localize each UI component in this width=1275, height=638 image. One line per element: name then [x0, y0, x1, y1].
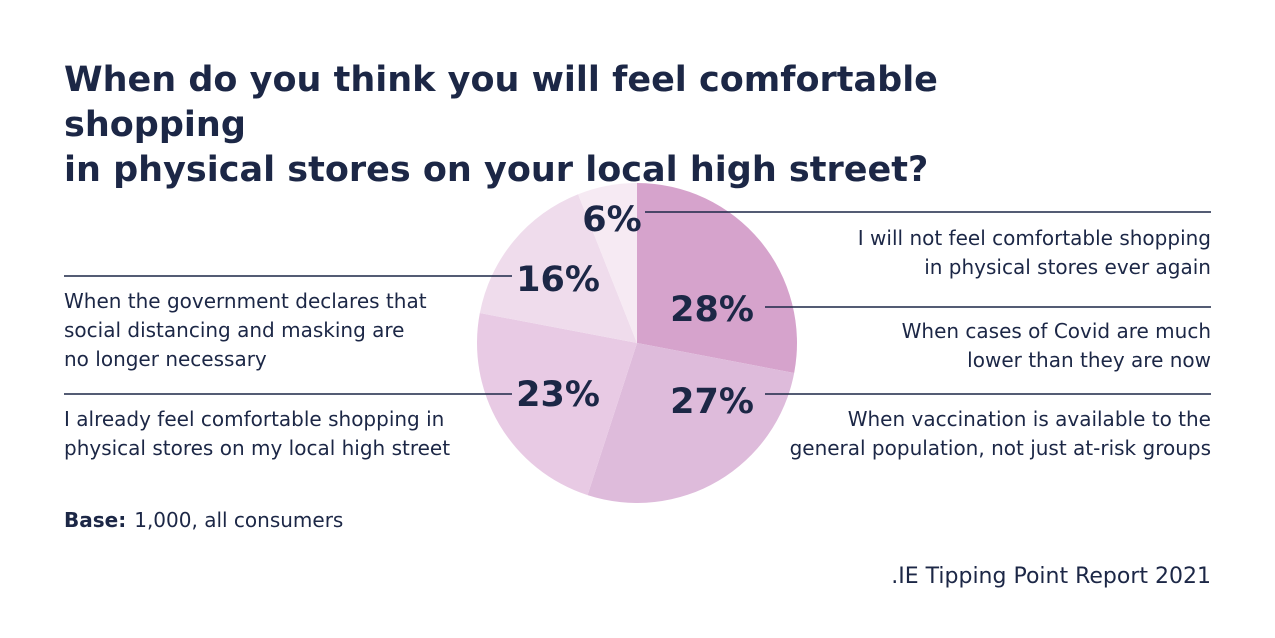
- slice-label-6: When the government declares that social…: [64, 287, 427, 374]
- slice-label-16-line-2: physical stores on my local high street: [64, 436, 451, 460]
- value-label-6: 6%: [582, 200, 641, 240]
- value-label-27: 27%: [670, 382, 754, 422]
- slice-label-27: When cases of Covid are much lower than …: [902, 317, 1211, 375]
- pie-slice-6: [578, 183, 637, 343]
- slice-label-28: I will not feel comfortable shopping in …: [858, 224, 1211, 282]
- pie-slice-16: [479, 194, 637, 343]
- value-label-28: 28%: [670, 290, 754, 330]
- pie-slice-28: [637, 183, 797, 373]
- title-line-2: in physical stores on your local high st…: [64, 150, 929, 190]
- title-line-1: When do you think you will feel comforta…: [64, 60, 938, 145]
- slice-label-28-line-2: in physical stores ever again: [924, 255, 1211, 279]
- slice-label-16: I already feel comfortable shopping in p…: [64, 405, 450, 463]
- base-note: Base: 1,000, all consumers: [64, 508, 343, 532]
- pie-slice-23: [477, 313, 637, 496]
- base-label: Base:: [64, 508, 127, 532]
- value-label-16: 16%: [516, 260, 600, 300]
- value-label-23: 23%: [516, 375, 600, 415]
- slice-label-23-line-2: general population, not just at-risk gro…: [789, 436, 1211, 460]
- slice-label-6-line-3: no longer necessary: [64, 347, 267, 371]
- slice-label-28-line-1: I will not feel comfortable shopping: [857, 226, 1211, 250]
- slice-label-23-line-1: When vaccination is available to the: [847, 407, 1211, 431]
- slice-label-27-line-2: lower than they are now: [967, 348, 1211, 372]
- slice-label-16-line-1: I already feel comfortable shopping in: [64, 407, 445, 431]
- slice-label-23: When vaccination is available to the gen…: [790, 405, 1211, 463]
- slice-label-27-line-1: When cases of Covid are much: [901, 319, 1211, 343]
- source-credit: .IE Tipping Point Report 2021: [891, 564, 1211, 589]
- pie-slice-27: [587, 343, 795, 503]
- chart-title: When do you think you will feel comforta…: [64, 58, 1114, 193]
- base-text: 1,000, all consumers: [134, 508, 344, 532]
- slice-label-6-line-2: social distancing and masking are: [64, 318, 405, 342]
- slice-label-6-line-1: When the government declares that: [64, 289, 427, 313]
